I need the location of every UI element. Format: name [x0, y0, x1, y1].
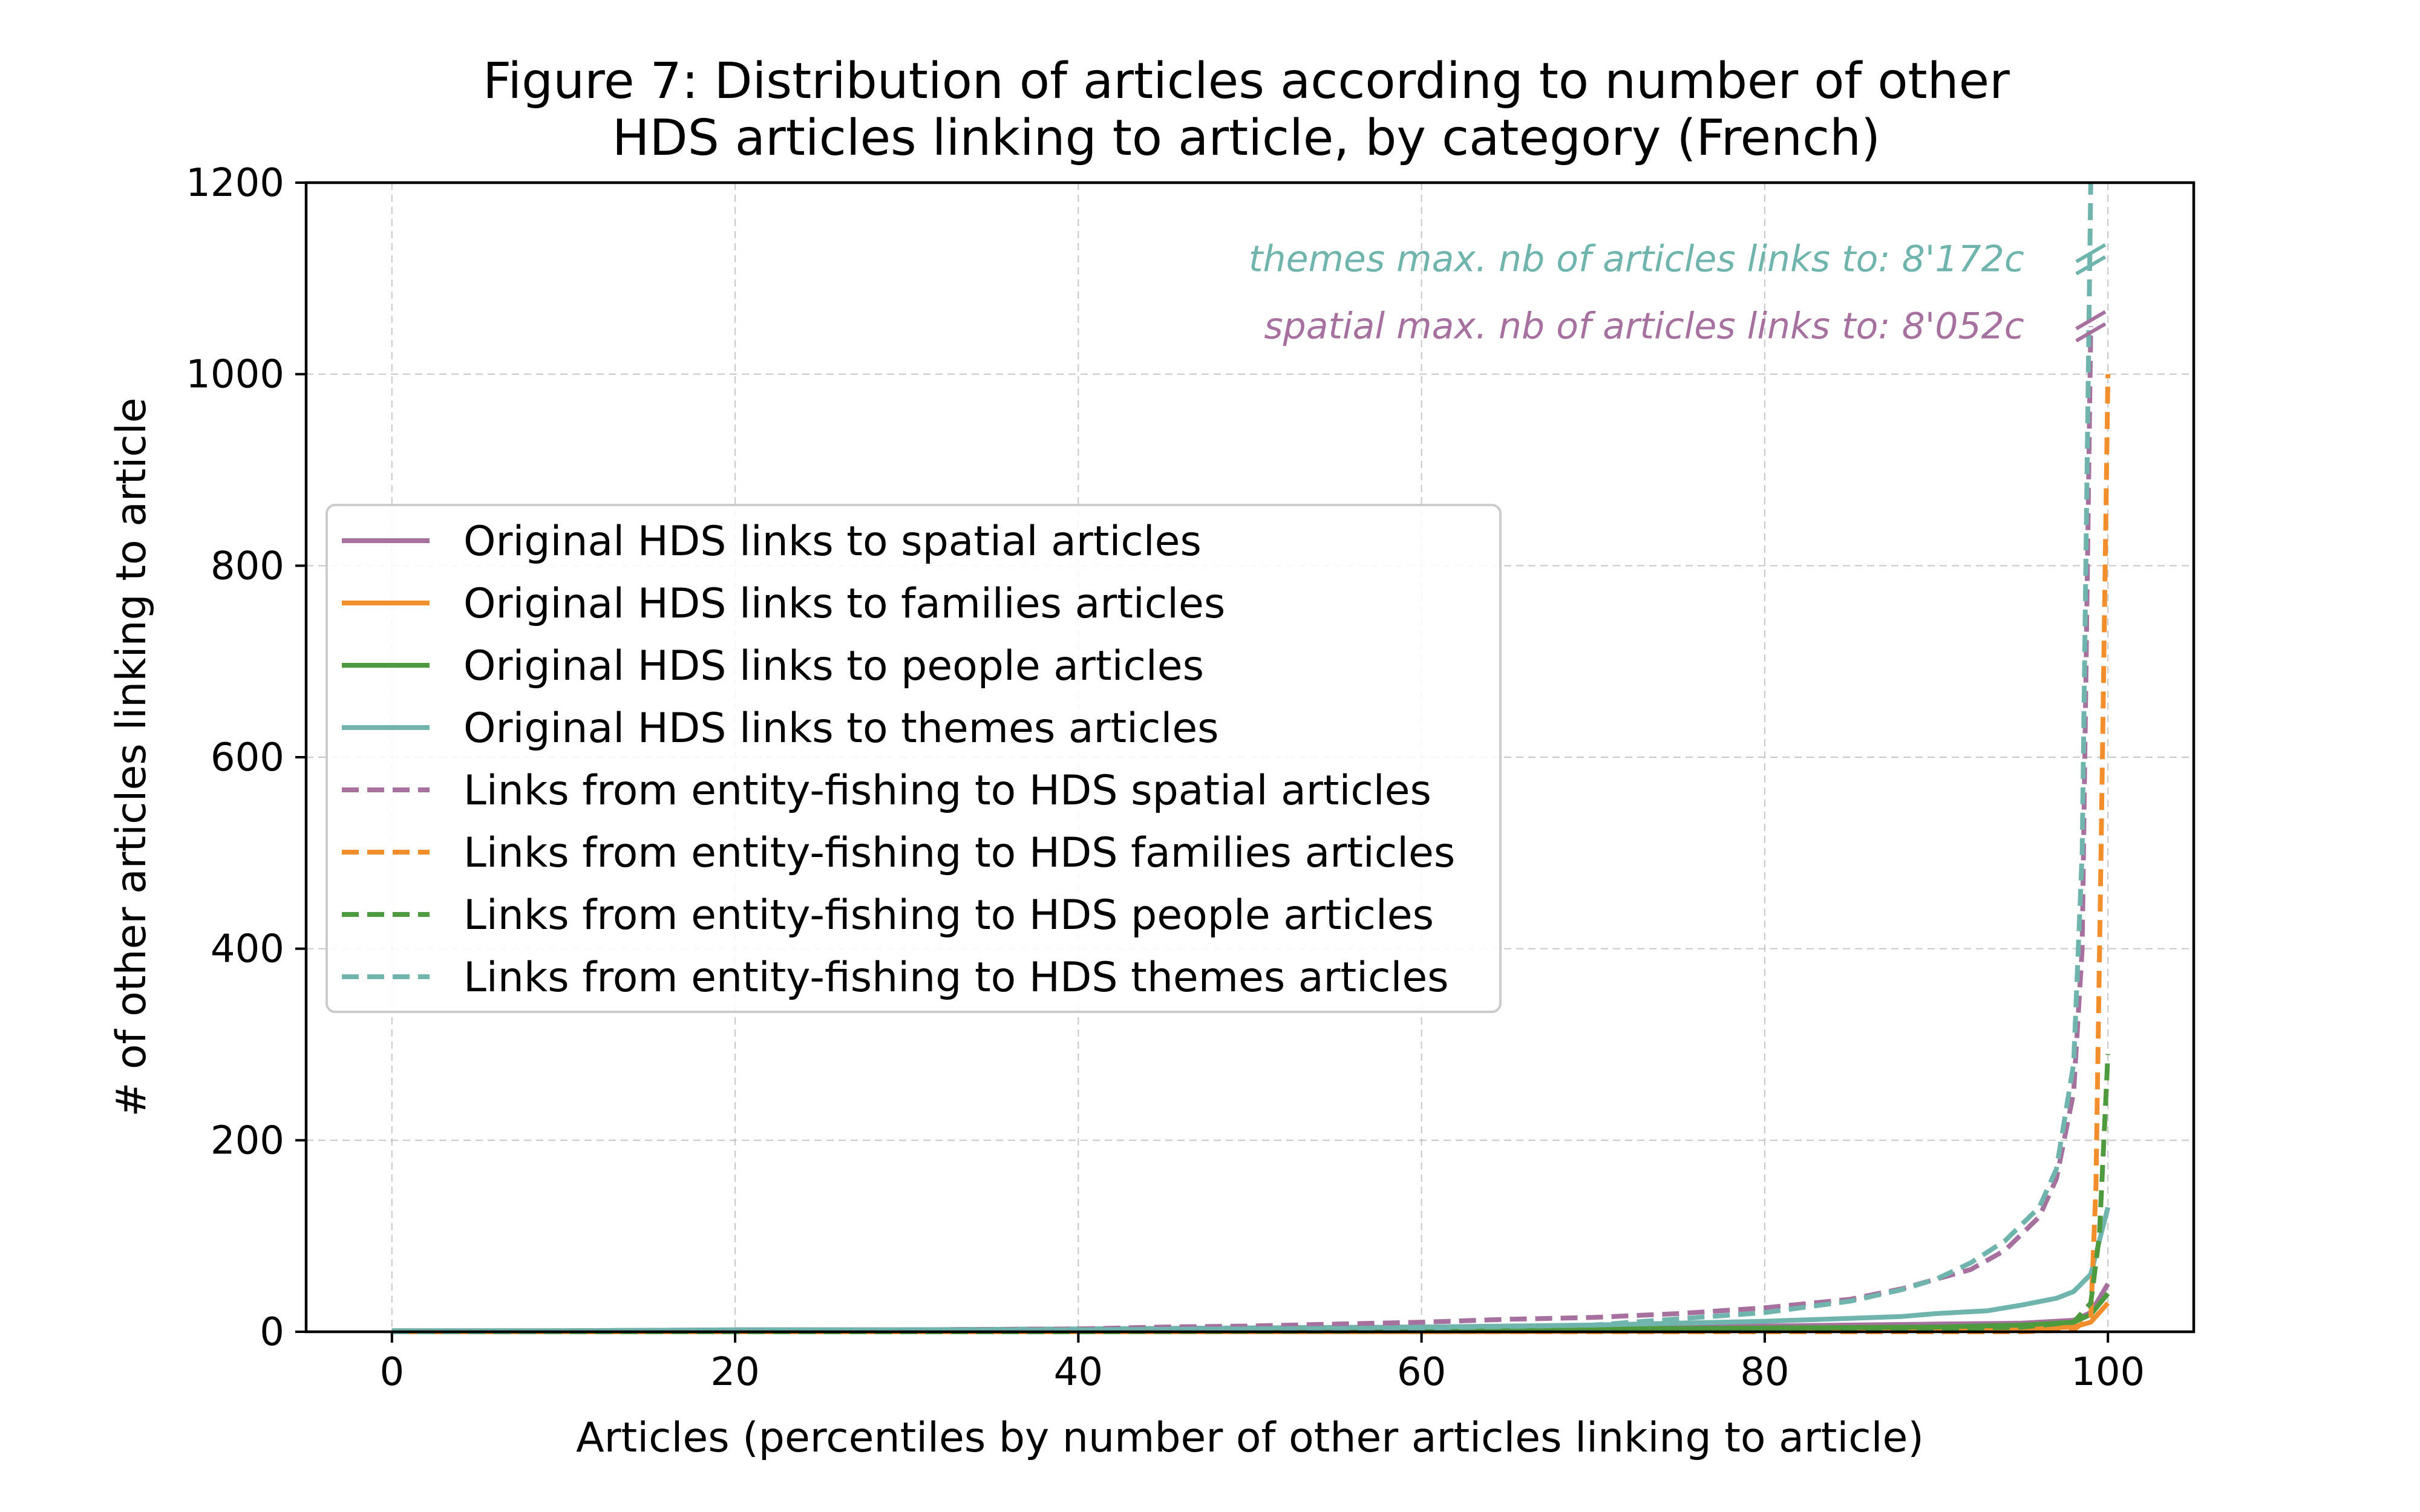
legend-label: Original HDS links to families articles: [463, 580, 1225, 628]
axis-break-mark: [2075, 322, 2107, 343]
legend-label: Links from entity-fishing to HDS people …: [463, 891, 1434, 939]
annotation-text-2: spatial max. nb of articles links to: 8'…: [1264, 305, 2024, 348]
y-tick-label: 800: [211, 544, 284, 588]
legend-label: Original HDS links to themes articles: [463, 705, 1219, 752]
y-tick-label: 600: [211, 735, 284, 780]
x-tick-label: 20: [710, 1350, 759, 1395]
series-line-7: [391, 1054, 2111, 1334]
legend-label: Original HDS links to spatial articles: [463, 518, 1202, 565]
legend: Original HDS links to spatial articles Or…: [325, 504, 1502, 1013]
series-line-8: [391, 182, 2093, 1334]
y-tick-label: 1200: [186, 161, 284, 206]
x-tick-label: 40: [1054, 1350, 1103, 1395]
legend-label: Original HDS links to people articles: [463, 642, 1204, 690]
chart-title-line-2: HDS articles linking to article, by cate…: [612, 109, 1880, 167]
axis-break-mark: [2075, 310, 2107, 331]
axis-break-mark: [2075, 243, 2107, 264]
y-tick-label: 400: [211, 927, 284, 972]
y-tick-label: 1000: [186, 353, 284, 397]
x-tick-label: 80: [1740, 1350, 1789, 1395]
legend-label: Links from entity-fishing to HDS spatial…: [463, 767, 1431, 815]
y-axis-label: # of other articles linking to article: [108, 397, 155, 1116]
annotations: themes max. nb of articles links to: 8'1…: [1249, 238, 2107, 348]
x-tick-label: 0: [379, 1350, 404, 1395]
series-line-5: [391, 326, 2093, 1334]
y-tick-label: 200: [211, 1118, 284, 1163]
x-tick-label: 60: [1397, 1350, 1446, 1395]
annotation-text-1: themes max. nb of articles links to: 8'1…: [1249, 238, 2024, 281]
chart-title-line-1: Figure 7: Distribution of articles accor…: [483, 53, 2010, 110]
legend-label: Links from entity-fishing to HDS familie…: [463, 829, 1455, 877]
legend-label: Links from entity-fishing to HDS themes …: [463, 954, 1449, 1002]
axis-break-mark: [2075, 255, 2107, 276]
x-tick-label: 100: [2071, 1350, 2145, 1395]
y-tick-label: 0: [260, 1310, 284, 1355]
legend-box: [325, 504, 1502, 1013]
x-axis-label: Articles (percentiles by number of other…: [576, 1414, 1924, 1462]
